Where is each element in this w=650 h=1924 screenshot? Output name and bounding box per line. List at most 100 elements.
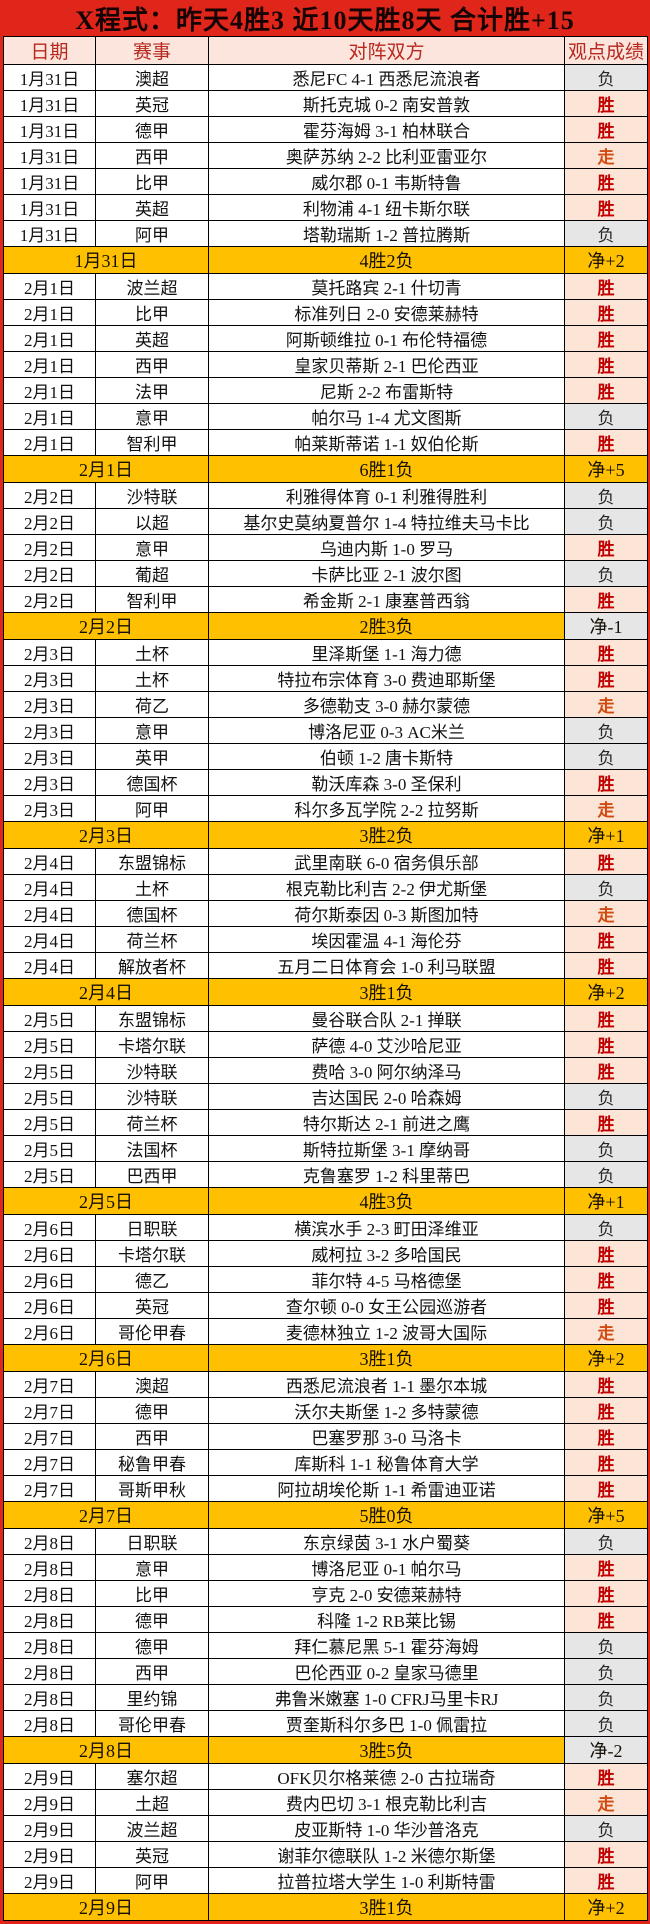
result-cell: 负 xyxy=(564,1658,648,1685)
league-cell: 东盟锦标 xyxy=(95,848,209,875)
match-cell: 威柯拉 3-2 多哈国民 xyxy=(208,1240,565,1267)
match-cell: 西悉尼流浪者 1-1 墨尔本城 xyxy=(208,1371,565,1398)
result-cell: 走 xyxy=(564,142,648,169)
result-cell: 胜 xyxy=(564,1371,648,1398)
match-cell: 库斯科 1-1 秘鲁体育大学 xyxy=(208,1449,565,1476)
result-cell: 胜 xyxy=(564,534,648,561)
league-cell: 英甲 xyxy=(95,743,209,770)
match-row: 2月1日 智利甲 帕莱斯蒂诺 1-1 奴伯伦斯胜 xyxy=(3,429,648,456)
match-cell: OFK贝尔格莱德 2-0 古拉瑞奇 xyxy=(208,1763,565,1790)
match-row: 2月6日 日职联 横滨水手 2-3 町田泽维亚负 xyxy=(3,1214,648,1241)
date-cell: 2月3日 xyxy=(3,743,96,770)
date-cell: 2月4日 xyxy=(3,848,96,875)
result-cell: 走 xyxy=(564,1318,648,1345)
result-cell: 胜 xyxy=(564,1606,648,1633)
date-cell: 2月6日 xyxy=(3,1240,96,1267)
day-summary-row: 2月8日 3胜5负 净-2 xyxy=(3,1736,648,1764)
match-cell: 特尔斯达 2-1 前进之鹰 xyxy=(208,1109,565,1136)
date-cell: 2月6日 xyxy=(3,1292,96,1319)
date-cell: 2月5日 xyxy=(3,1135,96,1162)
date-cell: 2月1日 xyxy=(3,273,96,300)
match-row: 2月8日 德甲 拜仁慕尼黑 5-1 霍芬海姆负 xyxy=(3,1632,648,1659)
league-cell: 德甲 xyxy=(95,116,209,143)
match-cell: 谢菲尔德联队 1-2 米德尔斯堡 xyxy=(208,1841,565,1868)
league-cell: 波兰超 xyxy=(95,273,209,300)
league-cell: 德国杯 xyxy=(95,900,209,927)
summary-date-cell: 2月7日 xyxy=(3,1501,209,1529)
date-cell: 2月8日 xyxy=(3,1528,96,1555)
match-row: 2月5日 荷兰杯 特尔斯达 2-1 前进之鹰胜 xyxy=(3,1109,648,1136)
summary-net-cell: 净+2 xyxy=(564,1893,648,1921)
match-row: 2月8日 意甲 博洛尼亚 0-1 帕尔马胜 xyxy=(3,1554,648,1581)
result-cell: 负 xyxy=(564,508,648,535)
date-cell: 1月31日 xyxy=(3,220,96,247)
league-cell: 巴西甲 xyxy=(95,1161,209,1188)
match-row: 1月31日 阿甲 塔勒瑞斯 1-2 普拉腾斯负 xyxy=(3,220,648,247)
league-cell: 卡塔尔联 xyxy=(95,1240,209,1267)
match-cell: 基尔史莫纳夏普尔 1-4 特拉维夫马卡比 xyxy=(208,508,565,535)
result-cell: 胜 xyxy=(564,1031,648,1058)
league-cell: 西甲 xyxy=(95,142,209,169)
league-cell: 土超 xyxy=(95,1789,209,1816)
match-row: 2月9日 塞尔超 OFK贝尔格莱德 2-0 古拉瑞奇胜 xyxy=(3,1763,648,1790)
league-cell: 西甲 xyxy=(95,1423,209,1450)
league-cell: 阿甲 xyxy=(95,1867,209,1894)
match-row: 2月4日 东盟锦标 武里南联 6-0 宿务俱乐部胜 xyxy=(3,848,648,875)
match-row: 2月8日 里约锦 弗鲁米嫩塞 1-0 CFRJ马里卡RJ 负 xyxy=(3,1684,648,1711)
date-cell: 2月9日 xyxy=(3,1763,96,1790)
match-row: 2月7日 西甲 巴塞罗那 3-0 马洛卡胜 xyxy=(3,1423,648,1450)
column-header-match: 对阵双方 xyxy=(208,36,565,65)
match-cell: 弗鲁米嫩塞 1-0 CFRJ马里卡RJ xyxy=(208,1684,565,1711)
date-cell: 2月6日 xyxy=(3,1266,96,1293)
match-row: 2月6日 卡塔尔联 威柯拉 3-2 多哈国民胜 xyxy=(3,1240,648,1267)
header-row: 日期 赛事 对阵双方 观点成绩 xyxy=(3,36,648,65)
summary-record-cell: 6胜1负 xyxy=(208,455,565,483)
summary-date-cell: 2月8日 xyxy=(3,1736,209,1764)
match-cell: 阿斯顿维拉 0-1 布伦特福德 xyxy=(208,325,565,352)
result-cell: 负 xyxy=(564,1214,648,1241)
match-row: 2月1日 英超 阿斯顿维拉 0-1 布伦特福德胜 xyxy=(3,325,648,352)
league-cell: 智利甲 xyxy=(95,586,209,613)
date-cell: 2月4日 xyxy=(3,874,96,901)
result-cell: 胜 xyxy=(564,325,648,352)
summary-date-cell: 2月2日 xyxy=(3,612,209,640)
league-cell: 哥斯甲秋 xyxy=(95,1475,209,1502)
league-cell: 英超 xyxy=(95,194,209,221)
match-cell: 里泽斯堡 1-1 海力德 xyxy=(208,639,565,666)
match-cell: 利物浦 4-1 纽卡斯尔联 xyxy=(208,194,565,221)
result-cell: 负 xyxy=(564,1135,648,1162)
match-row: 2月6日 哥伦甲春 麦德林独立 1-2 波哥大国际走 xyxy=(3,1318,648,1345)
league-cell: 荷兰杯 xyxy=(95,926,209,953)
summary-date-cell: 2月5日 xyxy=(3,1187,209,1215)
date-cell: 2月8日 xyxy=(3,1606,96,1633)
result-cell: 走 xyxy=(564,1789,648,1816)
league-cell: 意甲 xyxy=(95,403,209,430)
match-row: 2月4日 荷兰杯 埃因霍温 4-1 海伦芬胜 xyxy=(3,926,648,953)
match-cell: 麦德林独立 1-2 波哥大国际 xyxy=(208,1318,565,1345)
date-cell: 1月31日 xyxy=(3,142,96,169)
date-cell: 2月2日 xyxy=(3,586,96,613)
summary-net-cell: 净+2 xyxy=(564,246,648,274)
match-cell: 费内巴切 3-1 根克勒比利吉 xyxy=(208,1789,565,1816)
day-summary-row: 2月2日 2胜3负 净-1 xyxy=(3,612,648,640)
match-cell: 荷尔斯泰因 0-3 斯图加特 xyxy=(208,900,565,927)
match-row: 2月3日 荷乙 多德勒支 3-0 赫尔蒙德走 xyxy=(3,691,648,718)
result-cell: 胜 xyxy=(564,665,648,692)
league-cell: 比甲 xyxy=(95,299,209,326)
date-cell: 2月8日 xyxy=(3,1632,96,1659)
date-cell: 2月5日 xyxy=(3,1057,96,1084)
result-cell: 负 xyxy=(564,1161,648,1188)
league-cell: 德甲 xyxy=(95,1606,209,1633)
summary-record-cell: 2胜3负 xyxy=(208,612,565,640)
result-cell: 走 xyxy=(564,900,648,927)
results-table: 日期 赛事 对阵双方 观点成绩 1月31日 澳超 悉尼FC 4-1 西悉尼流浪者负 1… xyxy=(3,36,648,1921)
date-cell: 2月2日 xyxy=(3,508,96,535)
summary-net-cell: 净+5 xyxy=(564,455,648,483)
summary-record-cell: 3胜2负 xyxy=(208,821,565,849)
result-cell: 负 xyxy=(564,560,648,587)
match-cell: 东京绿茵 3-1 水户蜀葵 xyxy=(208,1528,565,1555)
result-cell: 胜 xyxy=(564,1266,648,1293)
result-cell: 负 xyxy=(564,1815,648,1842)
summary-record-cell: 4胜2负 xyxy=(208,246,565,274)
match-row: 2月9日 英冠 谢菲尔德联队 1-2 米德尔斯堡胜 xyxy=(3,1841,648,1868)
